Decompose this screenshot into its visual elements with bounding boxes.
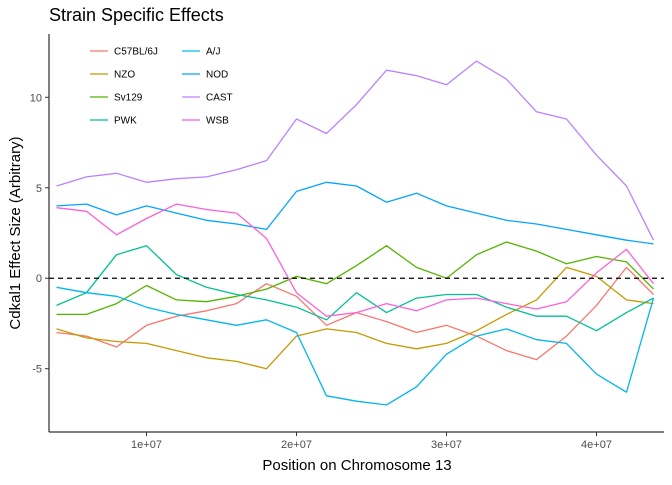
x-tick-label: 2e+07	[281, 439, 312, 451]
y-tick-label: -5	[32, 364, 42, 376]
series-line-2	[56, 241, 654, 316]
legend-label: C57BL/6J	[114, 47, 158, 58]
legend-label: PWK	[114, 116, 137, 127]
x-tick-label: 1e+07	[131, 439, 162, 451]
legend-label: A/J	[206, 47, 220, 58]
legend-label: NZO	[114, 70, 135, 81]
series-line-1	[56, 266, 654, 370]
x-tick-label: 3e+07	[431, 439, 462, 451]
series-lines	[49, 60, 664, 406]
series-line-4	[56, 286, 655, 406]
legend: C57BL/6J NZO Sv129 PWK A/J NOD CAST WSB	[90, 47, 233, 127]
x-axis-label: Position on Chromosome 13	[262, 457, 451, 474]
axes: 1e+07 2e+07 3e+07 4e+07 -5 0 5 10	[30, 34, 664, 451]
series-line-3	[56, 245, 654, 332]
legend-label: Sv129	[114, 93, 143, 104]
chart-title: Strain Specific Effects	[49, 5, 224, 25]
series-line-0	[56, 266, 654, 361]
y-axis-label: Cdkal1 Effect Size (Arbitrary)	[7, 136, 24, 329]
series-line-7	[56, 203, 655, 317]
y-tick-label: 10	[30, 92, 42, 104]
legend-label: WSB	[206, 116, 229, 127]
series-line-6	[56, 60, 655, 241]
series-line-5	[56, 181, 654, 245]
x-tick-label: 4e+07	[581, 439, 612, 451]
legend-label: CAST	[206, 93, 233, 104]
legend-label: NOD	[206, 70, 228, 81]
y-tick-label: 0	[36, 273, 42, 285]
y-tick-label: 5	[36, 183, 42, 195]
